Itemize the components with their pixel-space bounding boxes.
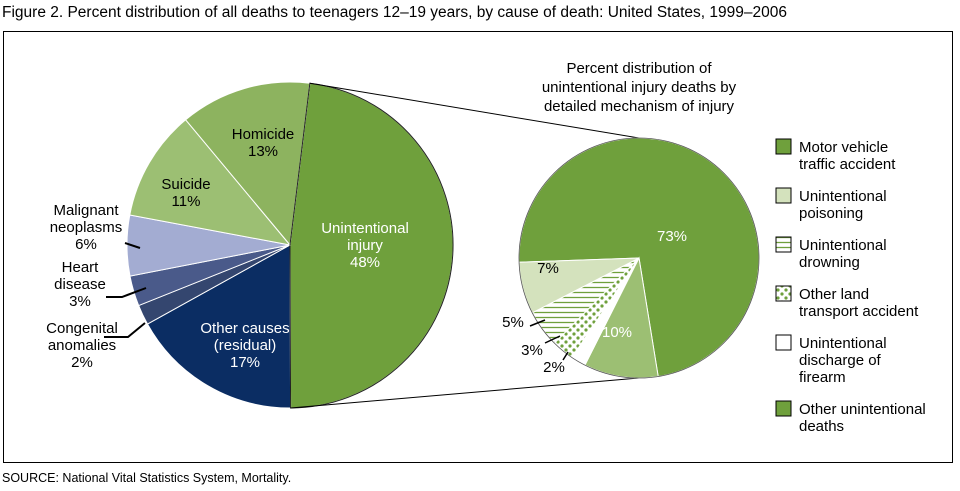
legend-swatch — [775, 187, 792, 204]
legend-item-motor-vehicle-traffic-accident: Motor vehicle traffic accident — [775, 138, 896, 173]
sub-label-unintentional-poisoning: 7% — [537, 260, 559, 277]
main-pie: Unintentional injury 48% Other causes (resid… — [46, 81, 454, 409]
legend-item-unintentional-drowning: Unintentional drowning — [775, 236, 887, 271]
main-label-other-causes-residual: Other causes (residual) 17% — [200, 320, 289, 371]
leader-line-malignant-neoplasms — [124, 242, 141, 249]
legend-label: Unintentional poisoning — [799, 188, 887, 222]
main-label-malignant-neoplasms: Malignant neoplasms 6% — [50, 202, 123, 253]
main-label-homicide: Homicide 13% — [232, 126, 295, 160]
main-label-congenital-anomalies: Congenital anomalies 2% — [46, 320, 118, 371]
legend-item-other-unintentional-deaths: Other unintentional deaths — [775, 400, 926, 435]
main-label-unintentional-injury: Unintentional injury 48% — [321, 220, 409, 271]
legend-swatch — [775, 334, 792, 351]
legend-label: Unintentional discharge of firearm — [799, 335, 887, 386]
leader-line-congenital-anomalies — [104, 322, 146, 338]
main-slice-outline — [289, 82, 454, 409]
legend-label: Other unintentional deaths — [799, 401, 926, 435]
sub-label-unintentional-discharge-of-firearm: 2% — [543, 359, 565, 376]
legend-item-unintentional-poisoning: Unintentional poisoning — [775, 187, 887, 222]
legend-item-other-land-transport-accident: Other land transport accident — [775, 285, 919, 320]
main-slice-other-causes-residual — [146, 244, 292, 409]
sub-pie-title-text: Percent distribution of unintentional inj… — [542, 60, 737, 115]
main-slice-suicide — [129, 119, 292, 246]
main-label-suicide: Suicide 11% — [161, 176, 210, 210]
figure-title: Figure 2. Percent distribution of all de… — [2, 4, 787, 21]
sub-label-motor-vehicle-traffic-accident: 73% — [657, 228, 687, 245]
connector-top — [309, 82, 640, 139]
legend-label: Other land transport accident — [799, 286, 919, 320]
connector-lines — [290, 82, 640, 409]
sub-label-other-unintentional-deaths: 10% — [602, 324, 632, 341]
legend-item-unintentional-discharge-of-firearm: Unintentional discharge of firearm — [775, 334, 887, 386]
sub-label-other-land-transport-accident: 3% — [521, 342, 543, 359]
legend-swatch — [775, 400, 792, 417]
sub-pie: 73% 10% 2%3% 5% 7% — [502, 137, 760, 379]
legend-label: Motor vehicle traffic accident — [799, 139, 896, 173]
legend-swatch — [775, 285, 792, 302]
sub-leader-unintentional-discharge-of-firearm — [562, 351, 569, 361]
main-slice-homicide — [184, 81, 311, 247]
sub-pie-outline — [518, 137, 760, 379]
legend-swatch — [775, 236, 792, 253]
legend: Motor vehicle traffic accident Unintention… — [775, 138, 926, 435]
chart-frame — [3, 31, 953, 463]
sub-leader-other-land-transport-accident — [544, 335, 561, 344]
connector-bottom — [290, 377, 640, 409]
leader-line-heart-disease — [106, 287, 147, 298]
source-note: SOURCE: National Vital Statistics System… — [2, 471, 292, 485]
legend-label: Unintentional drowning — [799, 237, 887, 271]
sub-pie-title: Percent distribution of unintentional inj… — [542, 60, 737, 115]
main-label-heart-disease: Heart disease 3% — [54, 259, 106, 310]
legend-swatch — [775, 138, 792, 155]
sub-leader-unintentional-drowning — [529, 319, 546, 327]
sub-label-unintentional-drowning: 5% — [502, 314, 524, 331]
